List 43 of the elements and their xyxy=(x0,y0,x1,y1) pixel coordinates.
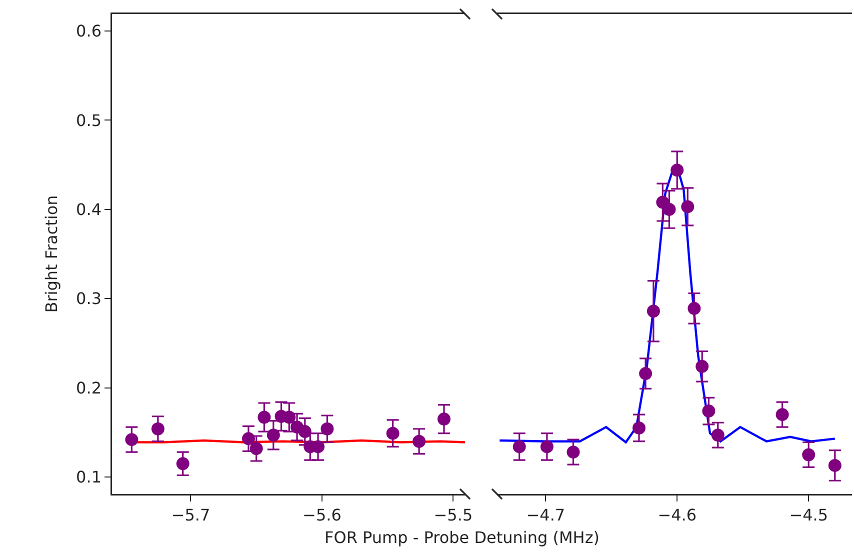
point xyxy=(828,458,842,472)
point xyxy=(250,442,263,455)
x-tick-label: −5.6 xyxy=(302,506,342,524)
y-tick-label: 0.6 xyxy=(76,22,102,41)
point xyxy=(566,446,580,459)
y-tick-label: 0.2 xyxy=(76,378,102,398)
point xyxy=(176,457,190,470)
point xyxy=(639,367,652,380)
x-tick-label: −4.6 xyxy=(658,506,697,524)
point xyxy=(646,304,660,318)
y-tick-label: 0.1 xyxy=(76,468,102,487)
y-tick-label: 0.4 xyxy=(76,200,102,219)
point xyxy=(681,200,694,214)
x-tick-label: −5.5 xyxy=(434,506,473,524)
point xyxy=(702,404,716,418)
point xyxy=(320,422,334,436)
x-tick-label: −5.7 xyxy=(171,506,210,524)
point xyxy=(670,164,684,177)
point xyxy=(282,410,296,424)
point xyxy=(242,432,255,446)
x-axis-title: FOR Pump - Probe Detuning (MHz) xyxy=(324,528,600,547)
point xyxy=(632,421,646,434)
y-tick-label: 0.3 xyxy=(76,289,102,308)
x-tick-label: −4.5 xyxy=(789,506,828,524)
point xyxy=(258,410,271,424)
point xyxy=(125,433,138,446)
point xyxy=(696,360,709,373)
x-tick-label: −4.7 xyxy=(526,506,566,524)
point xyxy=(438,412,450,426)
point xyxy=(512,440,526,454)
point xyxy=(266,428,280,442)
point xyxy=(776,408,789,422)
point xyxy=(802,448,816,462)
point xyxy=(662,202,676,216)
point xyxy=(711,428,724,442)
point xyxy=(386,426,400,440)
y-tick-label: 0.5 xyxy=(76,110,102,130)
point xyxy=(412,434,426,448)
point xyxy=(688,302,701,315)
point xyxy=(298,425,312,438)
point xyxy=(540,440,554,454)
point xyxy=(151,422,164,436)
y-axis-title: Bright Fraction xyxy=(42,195,62,313)
